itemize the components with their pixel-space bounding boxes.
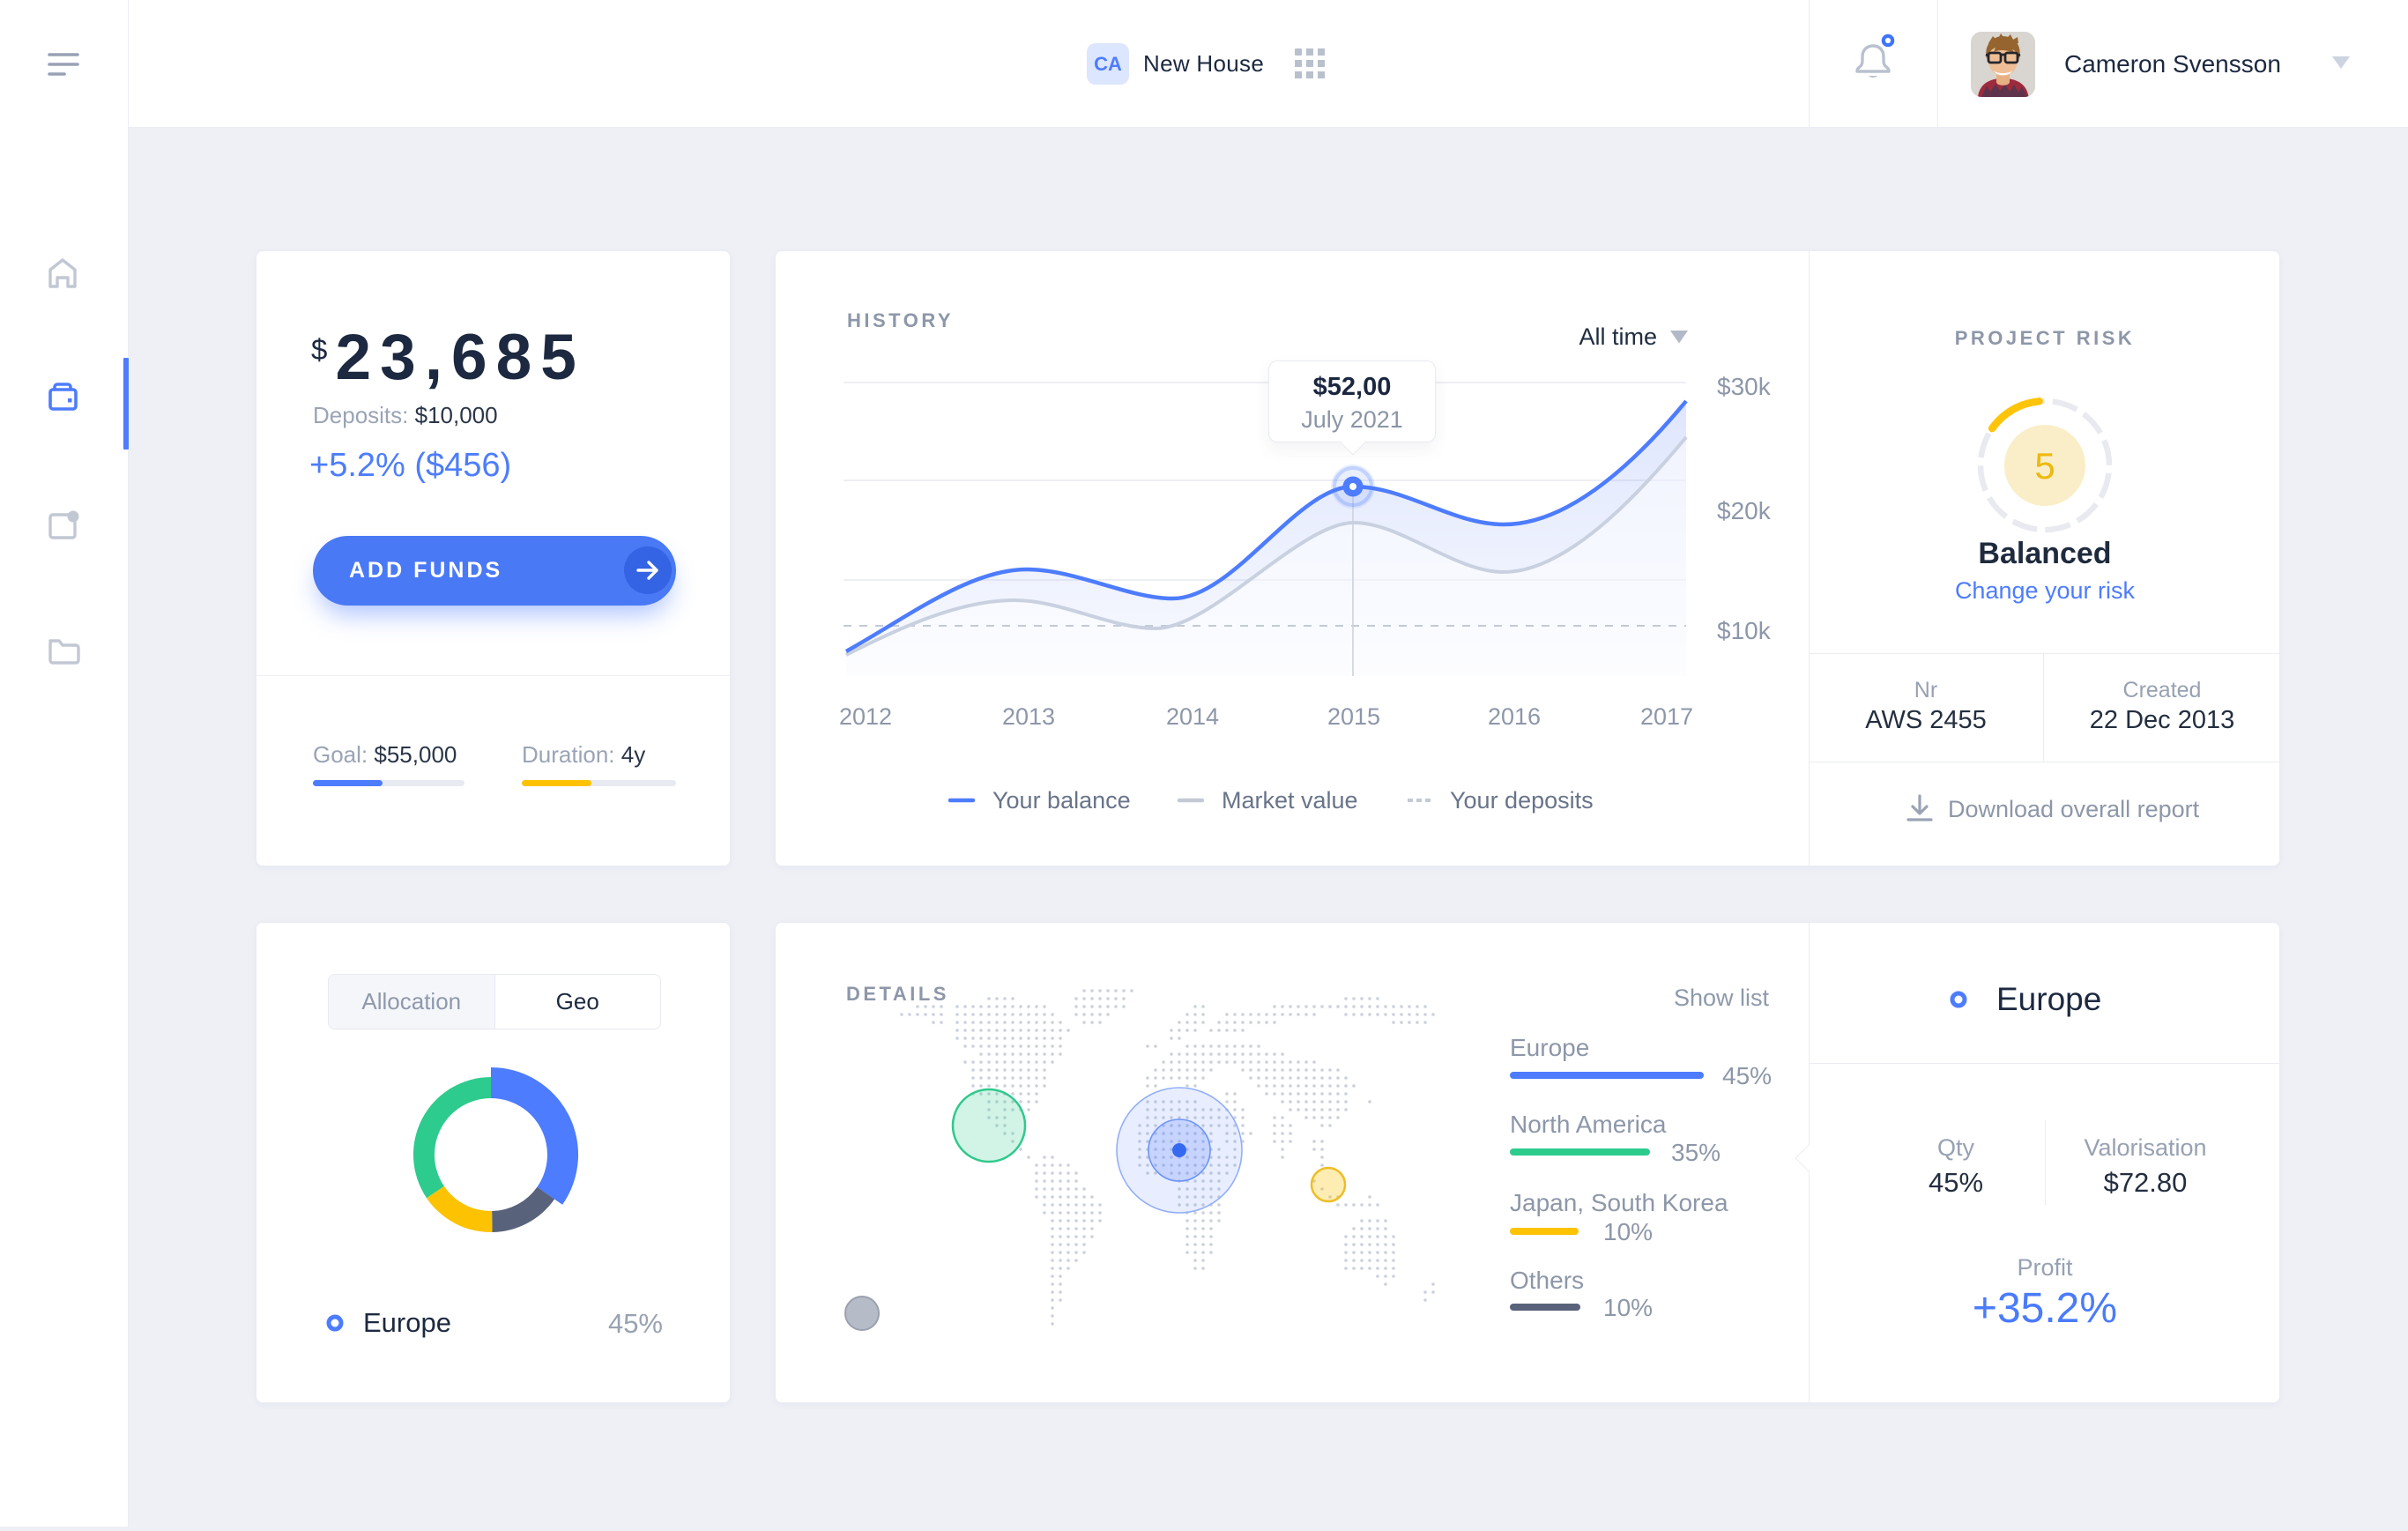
svg-text:10%: 10% xyxy=(1603,1218,1653,1245)
svg-text:$30k: $30k xyxy=(1717,373,1772,400)
svg-text:2016: 2016 xyxy=(1488,703,1541,730)
svg-text:North America: North America xyxy=(1510,1111,1667,1138)
svg-text:2012: 2012 xyxy=(839,703,892,730)
svg-text:Your balance: Your balance xyxy=(992,787,1131,814)
svg-text:5: 5 xyxy=(2034,445,2055,487)
svg-text:Others: Others xyxy=(1510,1267,1584,1294)
svg-text:Market value: Market value xyxy=(1222,787,1358,814)
svg-text:45%: 45% xyxy=(1722,1062,1772,1089)
svg-text:2013: 2013 xyxy=(1002,703,1055,730)
svg-text:10%: 10% xyxy=(1603,1294,1653,1321)
svg-text:Japan, South Korea: Japan, South Korea xyxy=(1510,1189,1728,1216)
svg-text:$20k: $20k xyxy=(1717,497,1772,524)
svg-text:Europe: Europe xyxy=(1510,1034,1589,1061)
svg-text:Your deposits: Your deposits xyxy=(1450,787,1594,814)
svg-text:2017: 2017 xyxy=(1640,703,1693,730)
svg-text:2015: 2015 xyxy=(1327,703,1380,730)
svg-text:2014: 2014 xyxy=(1166,703,1219,730)
svg-text:$10k: $10k xyxy=(1717,617,1772,644)
svg-text:35%: 35% xyxy=(1671,1139,1721,1166)
